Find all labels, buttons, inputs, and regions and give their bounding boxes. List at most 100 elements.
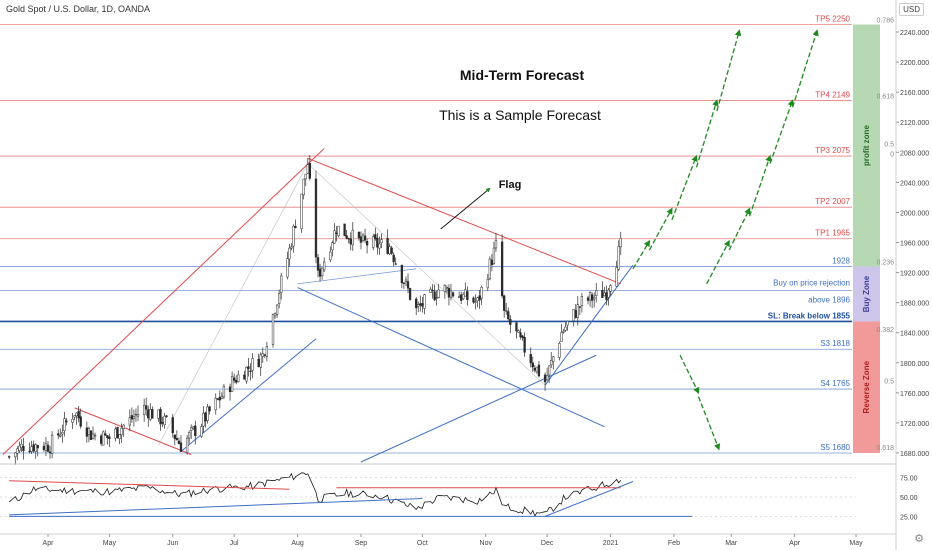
rsi-tick-label: 50.00 — [900, 495, 918, 502]
level-label-5: 1928 — [832, 257, 850, 266]
candle-body — [408, 288, 412, 300]
candle-body — [543, 374, 547, 383]
y-tick-label: 1720.000 — [900, 421, 929, 428]
candle-body — [265, 346, 269, 357]
candle-body — [523, 337, 526, 353]
candle-body — [30, 446, 33, 452]
candle-body — [464, 289, 467, 297]
candle-body — [73, 415, 76, 418]
candle-body — [533, 367, 536, 371]
arrow-up-10 — [791, 29, 819, 108]
flag-annotation: Flag — [499, 179, 522, 191]
candle-body — [586, 297, 590, 301]
candle-body — [329, 251, 332, 261]
candle-body — [63, 418, 66, 431]
candle-body — [106, 435, 109, 439]
y-tick-label: 2000.000 — [900, 210, 929, 217]
fib-label-2: 0.5 — [884, 142, 894, 149]
candle-body — [386, 238, 389, 254]
y-tick-label: 2200.000 — [900, 60, 929, 67]
arrow-up-7 — [728, 207, 751, 251]
candle-body — [415, 298, 418, 309]
candle-body — [609, 285, 612, 292]
candle-body — [607, 289, 610, 298]
candle-body — [576, 304, 579, 318]
candle-body — [218, 396, 221, 401]
candle-body — [93, 434, 97, 437]
candle-body — [359, 236, 363, 243]
blue-flag-lower — [297, 287, 605, 428]
candle-body — [380, 239, 383, 244]
candle-body — [214, 397, 217, 411]
candle-body — [357, 232, 361, 239]
zone-label-2: Reverse Zone — [862, 360, 871, 413]
candle-body — [447, 287, 451, 298]
candle-body — [202, 412, 205, 427]
candle-body — [245, 367, 248, 382]
candle-body — [288, 247, 291, 260]
currency-badge[interactable]: USD — [899, 3, 924, 16]
candle-body — [548, 365, 551, 376]
candle-body — [517, 330, 520, 333]
candle-body — [48, 451, 52, 454]
arrow-up-8 — [749, 154, 772, 217]
candle-body — [433, 291, 436, 301]
level-label-2: TP3 2075 — [815, 146, 850, 155]
candle-body — [132, 416, 136, 419]
candle-body — [114, 428, 117, 439]
x-tick-label: Jun — [167, 540, 178, 547]
candle-body — [280, 275, 283, 294]
candle-body — [57, 433, 60, 436]
candle-body — [435, 297, 438, 299]
candle-body — [363, 235, 367, 241]
candle-body — [277, 293, 281, 304]
candle-body — [261, 353, 264, 357]
candle-body — [308, 163, 311, 179]
candle-body — [617, 246, 620, 270]
gear-icon[interactable]: ⚙ — [914, 533, 924, 545]
candle-body — [564, 326, 567, 331]
x-tick-label: Oct — [417, 540, 428, 547]
candle-body — [302, 178, 305, 196]
candle-body — [286, 258, 289, 278]
x-tick-label: 2021 — [603, 540, 619, 547]
levels-layer: TP5 2250 TP4 2149 TP3 2075 TP2 2007 TP1 1965… — [0, 15, 894, 454]
fib-label-5: 0.382 — [876, 327, 894, 334]
candle-body — [173, 434, 176, 439]
candle-body — [507, 311, 510, 320]
fib-diagonal-2 — [158, 163, 309, 446]
candle-body — [179, 442, 183, 452]
rsi-red-line-1 — [9, 480, 290, 490]
candle-body — [400, 264, 404, 284]
fib-diagonal — [307, 163, 546, 386]
candle-body — [273, 313, 277, 317]
candle-body — [200, 426, 203, 437]
candle-body — [161, 421, 164, 424]
candle-body — [145, 405, 148, 410]
forecast-arrows-layer — [440, 29, 819, 451]
candle-body — [247, 366, 250, 369]
arrow-up-3 — [671, 154, 698, 221]
arrow-up-1 — [632, 239, 651, 270]
candle-body — [89, 430, 93, 440]
chart-title: Mid-Term Forecast — [460, 67, 585, 83]
candle-body — [34, 444, 37, 452]
candle-body — [449, 290, 453, 298]
candle-body — [320, 267, 324, 277]
red-flag-line-2 — [307, 157, 621, 285]
candle-body — [157, 409, 160, 419]
candle-body — [251, 358, 254, 371]
y-tick-label: 2240.000 — [900, 30, 929, 37]
candle-body — [423, 294, 426, 309]
blue-support-2 — [360, 354, 597, 463]
level-label-6: Buy on price rejection — [773, 279, 850, 288]
candle-body — [116, 427, 119, 439]
level-label2-6: above 1896 — [808, 296, 850, 305]
candle-body — [171, 417, 174, 434]
level-label-8: S3 1818 — [820, 339, 850, 348]
candle-body — [443, 285, 446, 292]
candle-body — [445, 287, 449, 289]
candle-body — [151, 408, 154, 419]
x-tick-label: Nov — [480, 540, 493, 547]
